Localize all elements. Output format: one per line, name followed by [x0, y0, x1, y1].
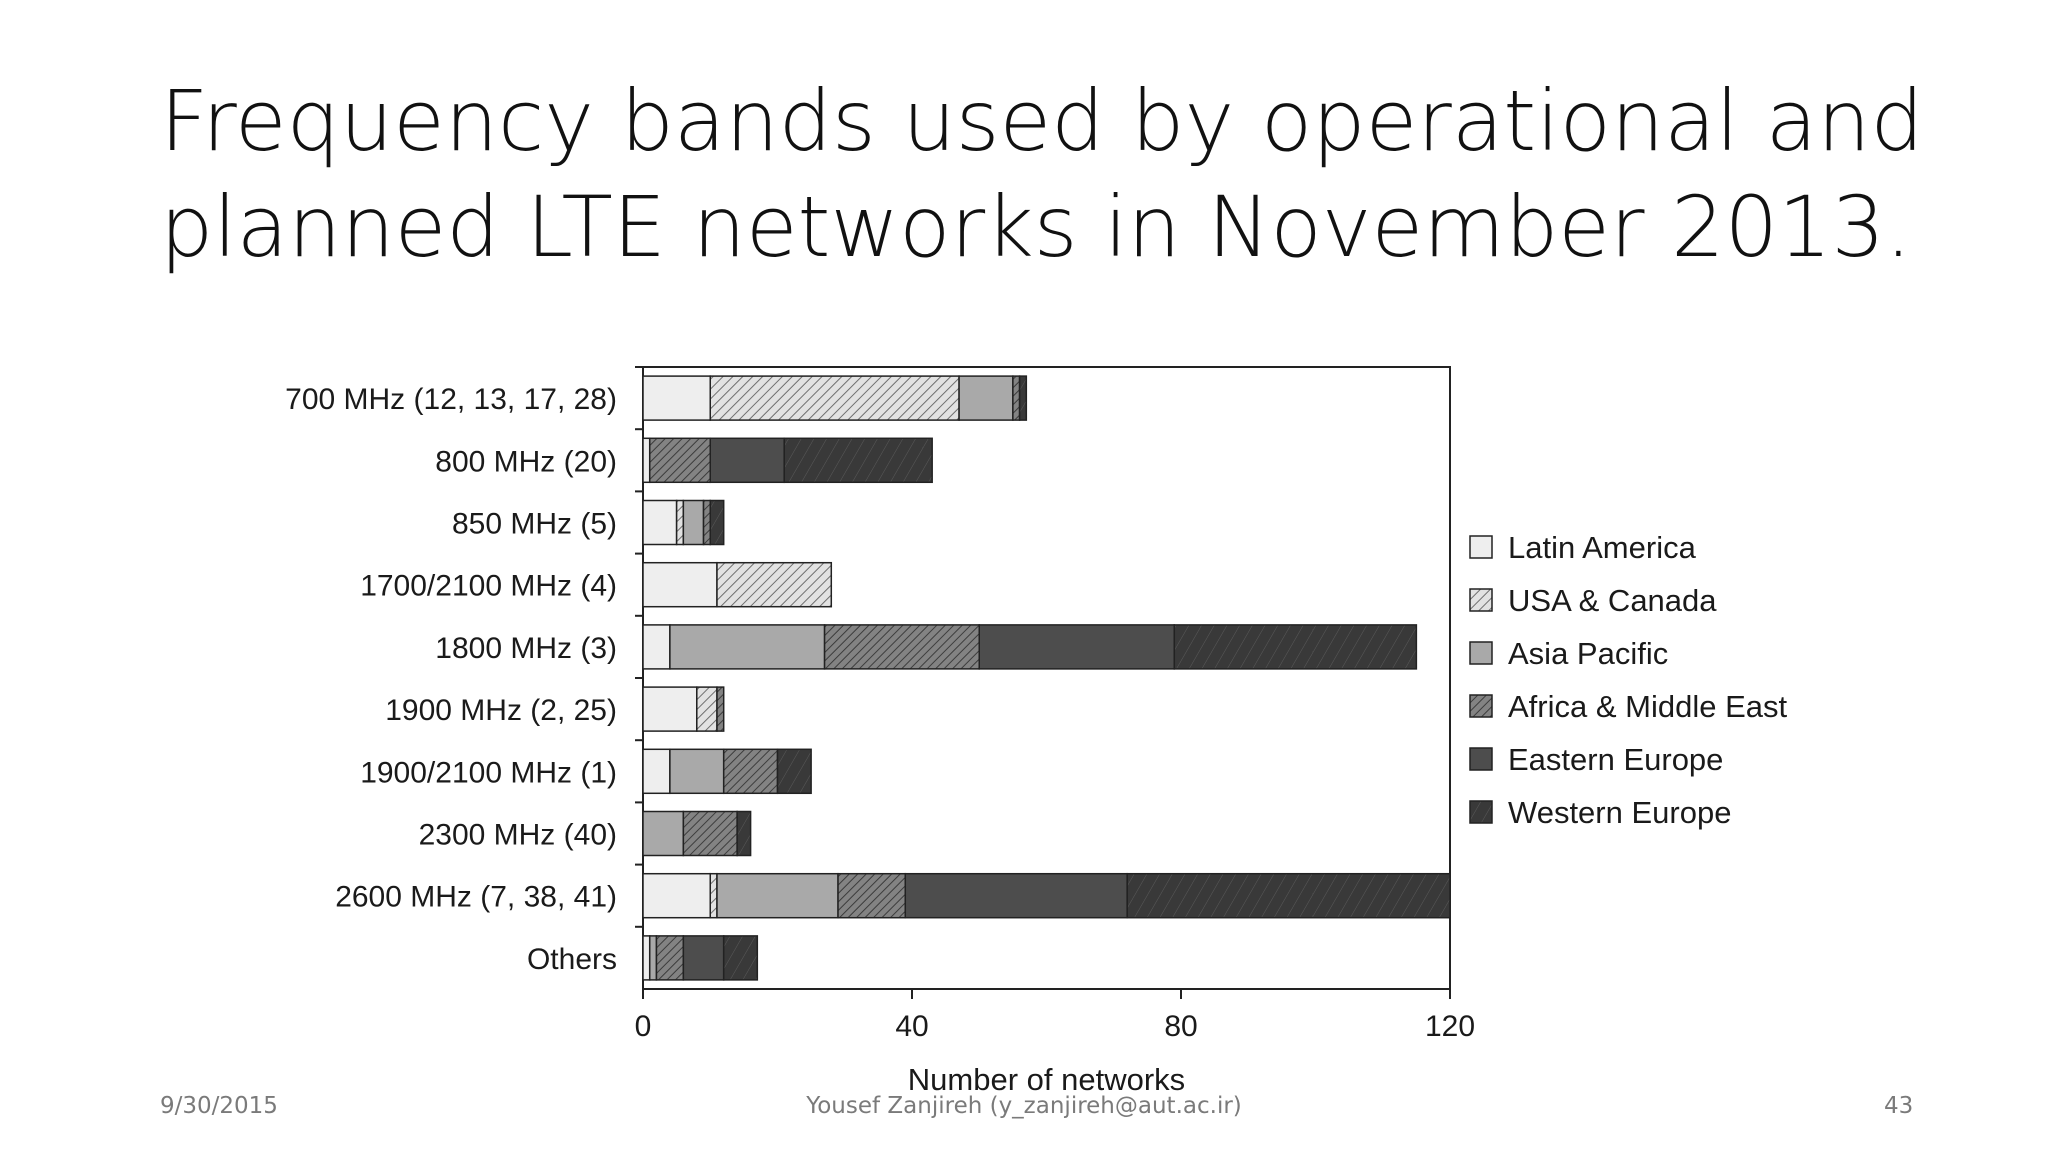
- category-labels: 700 MHz (12, 13, 17, 28) 800 MHz (20) 850 …: [285, 383, 617, 976]
- bars-layer: [642, 375, 1451, 981]
- bar-700-mhz-12-13-17-28-asia-pacific: [958, 375, 1014, 421]
- bar-1700-2100-mhz-4-usa-canada: [716, 561, 833, 608]
- bar-others-eastern-europe: [682, 935, 725, 981]
- category-label-others: Others: [527, 943, 617, 976]
- legend-label-africa-middle-east: Africa & Middle East: [1508, 689, 1787, 724]
- category-label-2300-mhz-40: 2300 MHz (40): [419, 819, 617, 852]
- bar-800-mhz-20-latin-america: [642, 437, 651, 484]
- bar-1700-2100-mhz-4-latin-america: [642, 561, 718, 608]
- bar-700-mhz-12-13-17-28-western-europe: [1018, 375, 1028, 421]
- bar-700-mhz-12-13-17-28-latin-america: [642, 375, 711, 421]
- legend-label-usa-canada: USA & Canada: [1508, 583, 1717, 618]
- slide-title-line-1: Frequency bands used by operational and: [160, 72, 1924, 170]
- legend-swatch-asia-pacific: [1469, 641, 1493, 665]
- bar-2300-mhz-40-asia-pacific: [642, 810, 685, 857]
- bar-1900-mhz-2-25-latin-america: [642, 686, 698, 732]
- bar-2600-mhz-7-38-41-asia-pacific: [716, 872, 839, 919]
- category-label-850-mhz-5: 850 MHz (5): [452, 508, 617, 541]
- x-axis-label: Number of networks: [908, 1062, 1185, 1097]
- category-label-700-mhz-12-13-17-28: 700 MHz (12, 13, 17, 28): [285, 383, 617, 416]
- bar-850-mhz-5-africa-middle-east: [702, 499, 712, 546]
- bar-800-mhz-20-africa-middle-east: [648, 437, 711, 484]
- bar-1900-2100-mhz-1-latin-america: [642, 748, 671, 795]
- bar-1800-mhz-3-western-europe: [1173, 624, 1418, 670]
- x-tick-label: 120: [1425, 1010, 1475, 1043]
- x-axis: 0 40 80 120 Number of networks: [635, 989, 1475, 1097]
- bar-2300-mhz-40-western-europe: [736, 810, 752, 857]
- bar-2600-mhz-7-38-41-usa-canada: [709, 872, 718, 919]
- footer-author: Yousef Zanjireh (y_zanjireh@aut.ac.ir): [806, 1093, 1242, 1119]
- legend-label-western-europe: Western Europe: [1508, 795, 1731, 830]
- category-label-1900-mhz-2-25: 1900 MHz (2, 25): [385, 694, 617, 727]
- bar-1900-2100-mhz-1-western-europe: [776, 748, 812, 795]
- bar-700-mhz-12-13-17-28-usa-canada: [709, 375, 960, 421]
- category-label-2600-mhz-7-38-41: 2600 MHz (7, 38, 41): [335, 881, 617, 914]
- bar-2600-mhz-7-38-41-eastern-europe: [904, 872, 1128, 919]
- bar-1900-mhz-2-25-africa-middle-east: [716, 686, 725, 732]
- category-label-1700-2100-mhz-4: 1700/2100 MHz (4): [360, 570, 617, 603]
- category-label-800-mhz-20: 800 MHz (20): [435, 445, 617, 478]
- category-label-1800-mhz-3: 1800 MHz (3): [435, 632, 617, 665]
- legend-label-latin-america: Latin America: [1508, 530, 1697, 565]
- slide-title: Frequency bands used by operational and …: [160, 68, 1960, 280]
- bar-850-mhz-5-latin-america: [642, 499, 678, 546]
- footer-date: 9/30/2015: [160, 1093, 278, 1119]
- x-tick-label: 40: [895, 1010, 928, 1043]
- legend-label-eastern-europe: Eastern Europe: [1508, 742, 1723, 777]
- x-tick-label: 80: [1164, 1010, 1197, 1043]
- bar-850-mhz-5-usa-canada: [675, 499, 685, 546]
- bar-1800-mhz-3-latin-america: [642, 624, 671, 670]
- bar-2600-mhz-7-38-41-latin-america: [642, 872, 711, 919]
- bar-others-latin-america: [642, 935, 651, 981]
- bar-800-mhz-20-western-europe: [783, 437, 933, 484]
- bar-1900-2100-mhz-1-asia-pacific: [669, 748, 725, 795]
- bar-2600-mhz-7-38-41-western-europe: [1126, 872, 1451, 919]
- bar-850-mhz-5-asia-pacific: [682, 499, 705, 546]
- bar-1900-2100-mhz-1-africa-middle-east: [722, 748, 779, 795]
- x-tick-label: 0: [635, 1010, 652, 1043]
- bar-others-western-europe: [722, 935, 759, 981]
- bar-1800-mhz-3-asia-pacific: [669, 624, 826, 670]
- bar-others-asia-pacific: [648, 935, 658, 981]
- footer-page-number: 43: [1884, 1093, 1914, 1119]
- bar-800-mhz-20-eastern-europe: [709, 437, 785, 484]
- bar-others-africa-middle-east: [655, 935, 685, 981]
- bar-1900-mhz-2-25-usa-canada: [696, 686, 718, 732]
- bar-1800-mhz-3-eastern-europe: [978, 624, 1176, 670]
- slide-title-line-2: planned LTE networks in November 2013.: [160, 178, 1912, 276]
- bar-1800-mhz-3-africa-middle-east: [823, 624, 981, 670]
- legend-swatch-africa-middle-east: [1469, 694, 1493, 718]
- bar-2600-mhz-7-38-41-africa-middle-east: [837, 872, 907, 919]
- legend: Latin America USA & Canada Asia Pacific Afr…: [1469, 530, 1787, 830]
- legend-swatch-usa-canada: [1469, 588, 1493, 612]
- category-label-1900-2100-mhz-1: 1900/2100 MHz (1): [360, 756, 617, 789]
- legend-swatch-latin-america: [1469, 535, 1493, 559]
- legend-swatch-western-europe: [1469, 800, 1493, 824]
- legend-swatch-eastern-europe: [1469, 747, 1493, 771]
- bar-2300-mhz-40-africa-middle-east: [682, 810, 738, 857]
- bar-850-mhz-5-western-europe: [709, 499, 725, 546]
- plot-frame: [635, 366, 1451, 990]
- legend-label-asia-pacific: Asia Pacific: [1508, 636, 1668, 671]
- bar-700-mhz-12-13-17-28-africa-middle-east: [1012, 375, 1021, 421]
